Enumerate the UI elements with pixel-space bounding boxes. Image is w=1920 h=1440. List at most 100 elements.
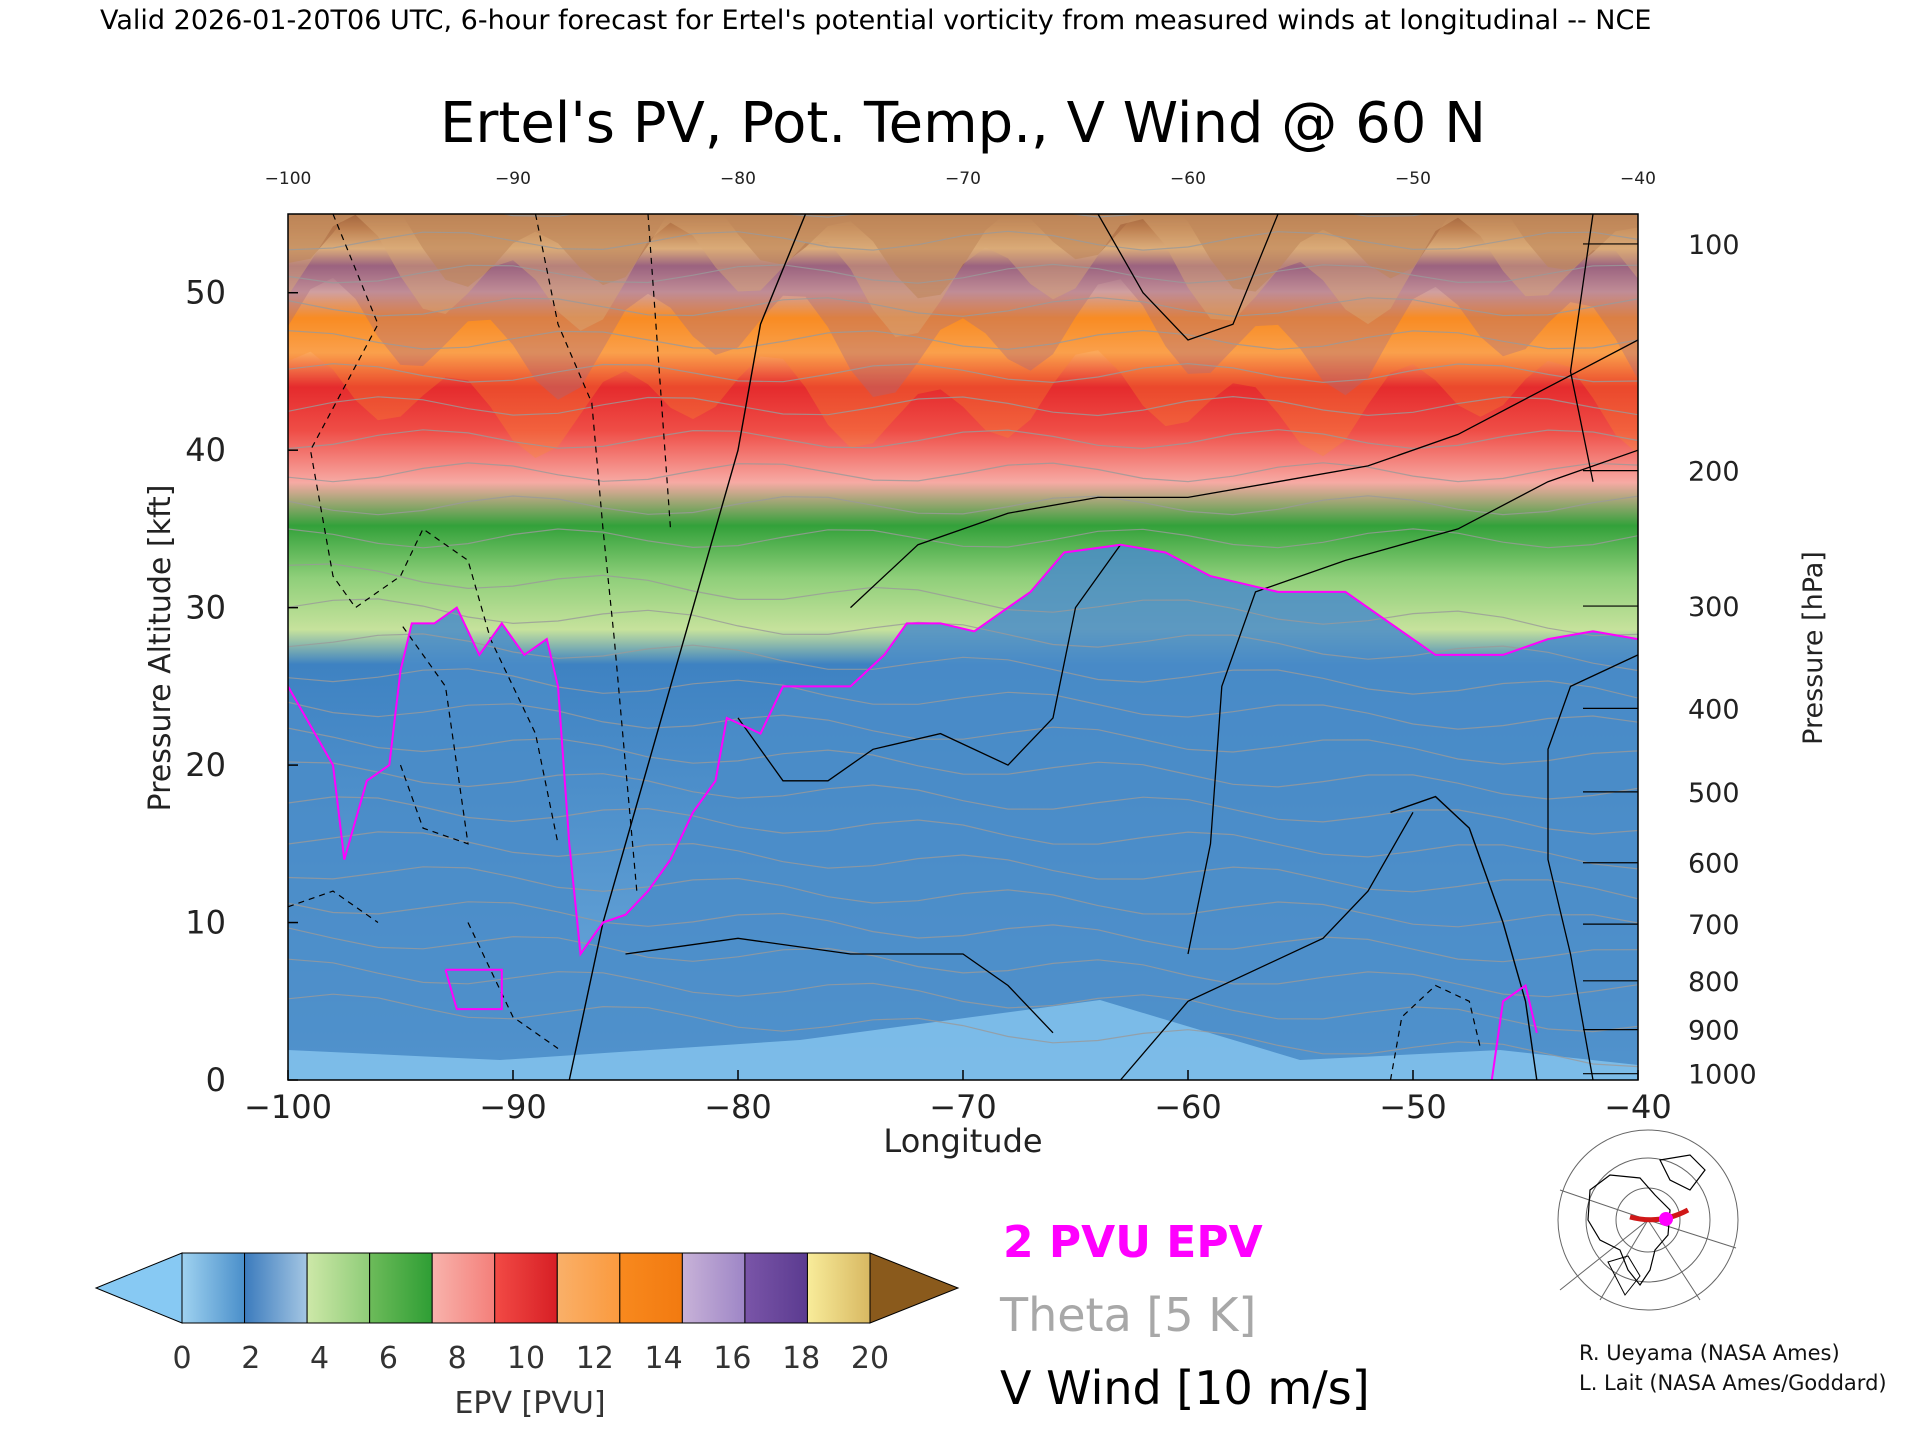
theta-contour [288, 701, 1638, 765]
vwind-contour [850, 339, 1638, 609]
colorbar-tick-label: 12 [576, 1341, 614, 1376]
colorbar-tick-label: 10 [507, 1341, 545, 1376]
top-tick-label: −70 [945, 169, 981, 189]
theta-contour [288, 761, 1638, 835]
pressure-tick-label: 700 [1688, 910, 1740, 941]
x-axis: −100 −90 −80 −70 −60 −50 −40 [244, 1070, 1672, 1126]
x-tick-label: −70 [929, 1088, 997, 1126]
colorbar-segment [494, 1252, 558, 1324]
colorbar-segment [619, 1252, 683, 1324]
vwind-contour [1547, 654, 1638, 1080]
epv-2pvu-line [288, 543, 1638, 957]
v-wind-contours [288, 214, 1638, 1080]
theta-contour [288, 263, 1638, 284]
top-tick-label: −100 [265, 169, 312, 189]
top-tick-label: −60 [1170, 169, 1206, 189]
vwind-contour-negative [399, 623, 469, 845]
y-tick-label: 30 [185, 589, 226, 627]
theta-contour [288, 993, 1638, 1068]
colorbar-segment [306, 1252, 371, 1324]
colorbar-under-arrow [94, 1252, 183, 1324]
pressure-tick-label: 800 [1688, 967, 1740, 998]
colorbar-tick-label: 16 [713, 1341, 751, 1376]
vwind-contour [1120, 811, 1414, 1080]
credit-line-2: L. Lait (NASA Ames/Goddard) [1579, 1371, 1887, 1395]
colorbar-segment [181, 1252, 246, 1324]
x-tick-label: −90 [479, 1088, 547, 1126]
colorbar-over-arrow [869, 1252, 960, 1324]
y-tick-label: 20 [185, 746, 226, 784]
pressure-tick-label: 1000 [1688, 1060, 1757, 1091]
vwind-contour-negative [647, 214, 672, 529]
theta-contour [288, 598, 1638, 672]
vwind-contour-negative [534, 214, 638, 892]
x-tick-label: −50 [1379, 1088, 1447, 1126]
y-axis-label-right: Pressure [hPa] [1798, 551, 1829, 745]
colorbar-tick-label: 0 [172, 1341, 191, 1376]
pressure-tick-label: 200 [1688, 457, 1740, 488]
epv-band-pink_red_top [288, 214, 1638, 458]
theta-contour [288, 668, 1638, 730]
top-x-axis: −100 −90 −80 −70 −60 −50 −40 [265, 169, 1656, 189]
theta-contour [288, 633, 1638, 699]
top-tick-label: −80 [720, 169, 756, 189]
vwind-contour [625, 937, 1054, 1034]
plot-area [288, 214, 1638, 1080]
vwind-contour-0 [1390, 795, 1538, 1080]
legend-vwind: V Wind [10 m/s] [1000, 1361, 1370, 1415]
credits: R. Ueyama (NASA Ames) L. Lait (NASA Ames… [1579, 1338, 1887, 1398]
pressure-tick-label: 300 [1688, 592, 1740, 623]
pressure-tick-label: 900 [1688, 1016, 1740, 1047]
colorbar-tick-label: 6 [379, 1341, 398, 1376]
colorbar-segment [244, 1252, 308, 1324]
y-tick-label: 0 [206, 1061, 226, 1099]
theta-contour [288, 563, 1638, 637]
theta-contour [288, 395, 1638, 417]
top-tick-label: −50 [1395, 169, 1431, 189]
theta-contour [288, 462, 1638, 483]
colorbar-tick-label: 20 [851, 1341, 889, 1376]
epv-2pvu-island [444, 968, 503, 1011]
credit-line-1: R. Ueyama (NASA Ames) [1579, 1341, 1840, 1365]
theta-contour [288, 362, 1638, 384]
theta-contour [288, 796, 1638, 870]
locator-map [1541, 1129, 1739, 1311]
pressure-tick-label: 500 [1688, 778, 1740, 809]
vwind-contour-negative [309, 214, 559, 844]
colorbar: 0 2 4 6 8 10 12 14 16 18 20 [94, 1252, 960, 1376]
colorbar-segment [369, 1252, 433, 1324]
legend-theta: Theta [5 K] [999, 1288, 1256, 1342]
pressure-tick-label: 100 [1688, 230, 1740, 261]
colorbar-segment [681, 1252, 746, 1324]
theta-contour [288, 528, 1638, 549]
epv-band-purple_top [288, 214, 1638, 338]
y-axis-right: 100 200 300 400 500 600 700 800 900 1000 [1583, 230, 1757, 1091]
x-tick-label: −60 [1154, 1088, 1222, 1126]
colorbar-tick-label: 2 [241, 1341, 260, 1376]
colorbar-tick-label: 8 [448, 1341, 467, 1376]
vwind-contour-negative [467, 922, 559, 1049]
vwind-contour [737, 544, 1122, 782]
x-axis-label: Longitude [883, 1122, 1042, 1160]
epv-2pvu-island [1490, 983, 1538, 1080]
chart-title: Ertel's PV, Pot. Temp., V Wind @ 60 N [440, 91, 1486, 156]
legend-2pvu: 2 PVU EPV [1003, 1217, 1263, 1268]
y-tick-label: 50 [185, 274, 226, 312]
y-tick-label: 10 [185, 904, 226, 942]
epv-2pvu-contour [288, 543, 1638, 1080]
y-tick-label: 40 [185, 431, 226, 469]
colorbar-tick-label: 4 [310, 1341, 329, 1376]
y-axis-label-left: Pressure Altitude [kft] [143, 485, 178, 812]
top-tick-label: −90 [495, 169, 531, 189]
theta-contour [288, 214, 1638, 218]
pressure-tick-label: 600 [1688, 849, 1740, 880]
epv-band-layer [288, 214, 1638, 1080]
theta-contour [288, 429, 1638, 450]
vwind-contour [1187, 449, 1638, 955]
theta-contour [288, 901, 1638, 963]
x-tick-label: −80 [704, 1088, 772, 1126]
theta-contour [288, 495, 1638, 516]
vwind-contour [1569, 214, 1594, 482]
forecast-banner: Valid 2026-01-20T06 UTC, 6-hour forecast… [100, 5, 1651, 36]
